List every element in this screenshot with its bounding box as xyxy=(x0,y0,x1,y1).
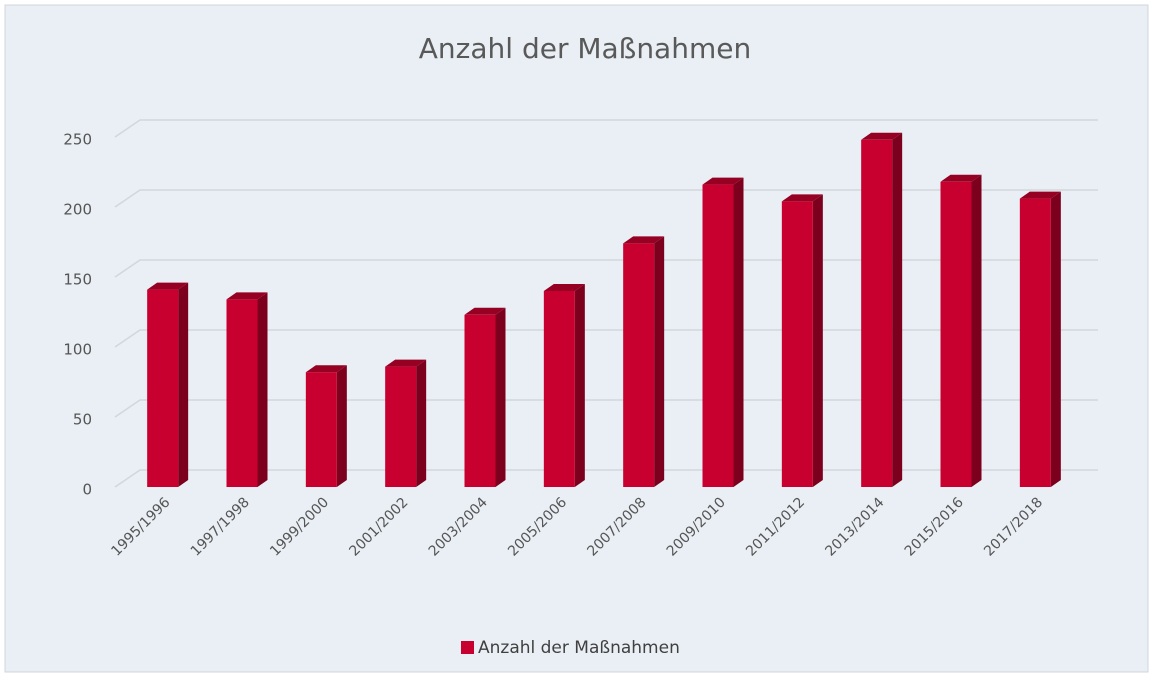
bar-side xyxy=(257,292,268,487)
bar-top xyxy=(940,174,982,182)
legend-label: Anzahl der Maßnahmen xyxy=(478,638,680,658)
bar-front xyxy=(861,139,893,488)
bar-side xyxy=(812,194,823,487)
chart-title: Anzahl der Maßnahmen xyxy=(419,32,751,65)
y-tick-label: 0 xyxy=(82,481,92,499)
bar xyxy=(702,177,744,487)
bar-side xyxy=(416,359,427,487)
bar xyxy=(1019,191,1061,487)
grid-line xyxy=(114,259,1098,278)
bar-top xyxy=(464,307,506,315)
bar-front xyxy=(543,291,575,487)
bar-top xyxy=(781,194,823,202)
bar-top xyxy=(147,282,189,290)
bar-top xyxy=(1019,191,1061,199)
bar-side xyxy=(1050,191,1061,487)
bar-front xyxy=(940,181,972,488)
grid-line xyxy=(114,189,1098,208)
bar xyxy=(305,365,347,487)
bar xyxy=(543,284,585,487)
bar-top xyxy=(702,177,744,185)
bar xyxy=(147,282,189,487)
bar-top xyxy=(623,236,665,244)
grid-line xyxy=(114,119,1098,138)
bar-front xyxy=(305,372,337,487)
bar xyxy=(226,292,268,487)
bar xyxy=(861,132,903,488)
y-tick-label: 50 xyxy=(73,411,92,429)
bar-side xyxy=(654,236,665,487)
grid-line xyxy=(114,399,1098,418)
grid-line xyxy=(114,329,1098,348)
legend-swatch xyxy=(461,641,474,654)
bar xyxy=(623,236,665,487)
bar-top xyxy=(861,132,903,140)
y-tick-label: 150 xyxy=(63,271,92,289)
grid-line xyxy=(114,469,1098,488)
y-tick-label: 100 xyxy=(63,341,92,359)
bar-front xyxy=(464,314,496,487)
bar xyxy=(781,194,823,487)
bar-front xyxy=(147,289,179,487)
bar-front xyxy=(385,366,417,487)
bar-front xyxy=(781,201,813,487)
bar-front xyxy=(623,243,655,487)
y-tick-label: 250 xyxy=(63,131,92,149)
bar-top xyxy=(543,284,585,291)
bar-side xyxy=(574,284,585,487)
bar-top xyxy=(385,359,427,367)
bar-side xyxy=(178,282,189,487)
bar-side xyxy=(892,132,903,488)
bar-side xyxy=(495,307,506,487)
bar-side xyxy=(336,365,347,487)
bar-front xyxy=(1019,198,1051,487)
bar xyxy=(940,174,982,488)
bar-side xyxy=(733,177,744,487)
bar xyxy=(464,307,506,487)
bar-side xyxy=(971,174,982,488)
bar xyxy=(385,359,427,487)
bar-front xyxy=(702,184,734,487)
bar-top xyxy=(226,292,268,300)
y-tick-label: 200 xyxy=(63,201,92,219)
bar-front xyxy=(226,299,258,487)
bar-top xyxy=(305,365,347,373)
